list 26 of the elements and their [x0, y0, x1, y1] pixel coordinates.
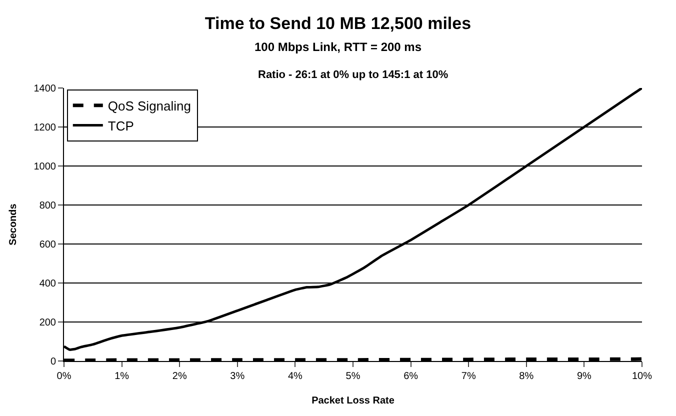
legend-label: QoS Signaling: [108, 98, 192, 114]
y-tick-label: 200: [39, 318, 56, 328]
legend-label: TCP: [108, 118, 134, 134]
x-tick-label: 6%: [404, 371, 418, 382]
y-tick-label: 1200: [34, 122, 56, 134]
x-tick-label: 1%: [114, 371, 130, 382]
y-tick-label: 600: [39, 240, 56, 250]
x-tick-label: 5%: [346, 371, 360, 382]
y-tick-label: 0: [50, 356, 56, 368]
y-tick-label: 1000: [34, 162, 56, 172]
y-axis-title: Seconds: [8, 203, 19, 246]
x-tick-label: 8%: [519, 371, 534, 382]
chart-subtitle: 100 Mbps Link, RTT = 200 ms: [254, 40, 422, 54]
x-tick-label: 10%: [632, 371, 652, 382]
y-tick-label: 800: [39, 200, 56, 212]
y-tick-label: 1400: [34, 84, 56, 94]
x-axis-title: Packet Loss Rate: [312, 396, 395, 406]
x-tick-label: 9%: [576, 371, 592, 382]
text: Ratio - 26:1 at 0% up to 145:1 at 10%: [258, 69, 448, 81]
y-tick-label: 400: [39, 278, 56, 290]
x-tick-label: 3%: [230, 371, 245, 382]
x-tick-label: 4%: [288, 371, 303, 382]
x-tick-label: 7%: [461, 371, 476, 382]
x-tick-label: 2%: [172, 371, 187, 382]
x-tick-label: 0%: [56, 371, 72, 382]
chart-title: Time to Send 10 MB 12,500 miles: [204, 14, 472, 34]
